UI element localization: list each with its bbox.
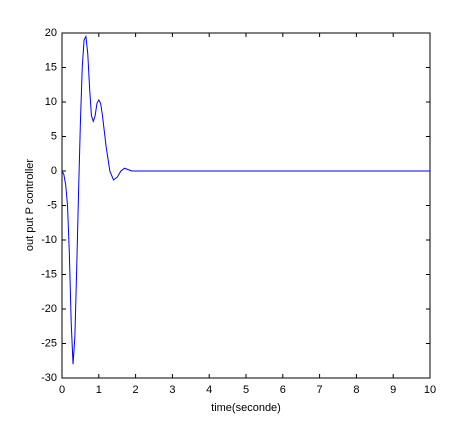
x-axis-label: time(seconde) bbox=[211, 402, 281, 414]
x-tick-label: 5 bbox=[243, 384, 249, 396]
x-tick-label: 0 bbox=[59, 384, 65, 396]
x-tick-label: 10 bbox=[424, 384, 436, 396]
y-tick-label: -15 bbox=[41, 268, 57, 280]
y-tick-label: 15 bbox=[45, 61, 57, 73]
y-tick-label: 10 bbox=[45, 96, 57, 108]
data-line bbox=[61, 34, 430, 365]
x-tick-label: 7 bbox=[317, 384, 323, 396]
y-tick-label: -10 bbox=[41, 234, 57, 246]
x-tick-label: 4 bbox=[206, 384, 212, 396]
y-tick-label: 5 bbox=[51, 130, 57, 142]
y-tick-label: -5 bbox=[47, 199, 57, 211]
y-axis-label: out put P controller bbox=[24, 159, 36, 251]
x-tick-label: 8 bbox=[353, 384, 359, 396]
y-tick-label: -30 bbox=[41, 372, 57, 384]
x-tick-label: 9 bbox=[390, 384, 396, 396]
y-tick-label: 0 bbox=[51, 165, 57, 177]
x-tick-label: 6 bbox=[280, 384, 286, 396]
x-tick-label: 2 bbox=[133, 384, 139, 396]
x-tick-label: 3 bbox=[169, 384, 175, 396]
y-tick-label: -25 bbox=[41, 337, 57, 349]
y-tick-label: -20 bbox=[41, 303, 57, 315]
y-tick-label: 20 bbox=[45, 27, 57, 39]
plot-frame bbox=[61, 32, 431, 379]
x-tick-label: 1 bbox=[96, 384, 102, 396]
